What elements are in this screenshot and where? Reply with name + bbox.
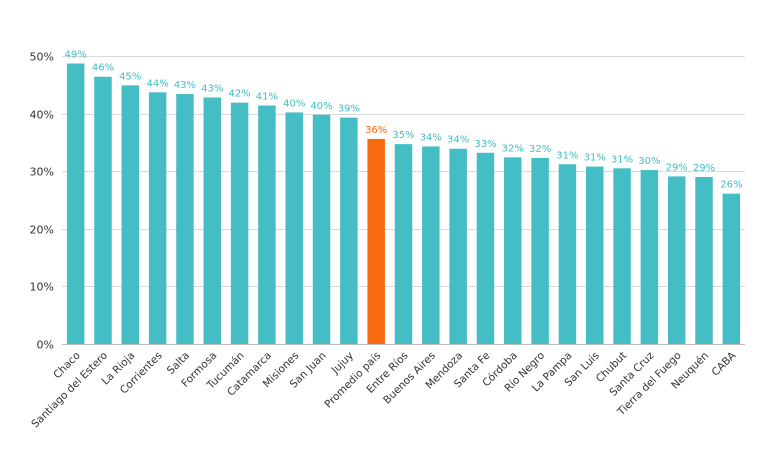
data-label-promedio-pais: 36% xyxy=(365,125,387,136)
bar-tucuman xyxy=(230,102,249,344)
bar-la-rioja xyxy=(121,85,140,344)
bar-caba xyxy=(722,193,741,344)
data-label-formosa: 43% xyxy=(201,83,223,94)
y-tick-label: 0% xyxy=(37,339,54,352)
bars xyxy=(66,63,741,345)
bar-tierra-del-fuego xyxy=(667,176,686,344)
data-label-chaco: 49% xyxy=(65,49,87,60)
x-tick-label-caba: CABA xyxy=(710,349,739,378)
data-label-catamarca: 41% xyxy=(256,92,278,103)
bar-chubut xyxy=(613,168,631,344)
data-label-jujuy: 39% xyxy=(338,104,360,115)
data-label-caba: 26% xyxy=(720,180,742,191)
bar-formosa xyxy=(203,97,221,344)
data-label-cordoba: 32% xyxy=(502,143,524,154)
data-label-buenos-aires: 34% xyxy=(420,132,442,143)
y-tick-label: 50% xyxy=(30,51,54,64)
data-label-tierra-del-fuego: 29% xyxy=(666,162,688,173)
bar-misiones xyxy=(285,112,303,344)
bar-catamarca xyxy=(258,105,276,344)
data-label-chubut: 31% xyxy=(611,154,633,165)
bar-corrientes xyxy=(148,92,167,344)
bar-neuquen xyxy=(695,176,713,344)
bar-cordoba xyxy=(504,157,522,344)
data-label-san-juan: 40% xyxy=(310,101,332,112)
y-tick-label: 40% xyxy=(30,109,54,122)
y-tick-label: 20% xyxy=(30,224,54,237)
bar-mendoza xyxy=(449,148,467,344)
data-label-rio-negro: 32% xyxy=(529,144,551,155)
data-label-santiago-del-estero: 46% xyxy=(92,63,114,74)
data-label-salta: 43% xyxy=(174,80,196,91)
data-labels: 49% 46% 45% 44% 43% 43% 42% 41% 40% 40% 39% 36% 35% 3… xyxy=(65,49,743,190)
data-label-mendoza: 34% xyxy=(447,135,469,146)
bar-entre-rios xyxy=(394,144,413,344)
bar-promedio-pais xyxy=(367,138,385,344)
y-tick-label: 30% xyxy=(30,166,54,179)
bar-santiago-del-estero xyxy=(94,76,112,345)
bar-la-pampa xyxy=(558,164,577,344)
bar-san-juan xyxy=(312,114,331,344)
bar-santa-cruz xyxy=(640,170,659,344)
data-label-corrientes: 44% xyxy=(147,78,169,89)
bar-santa-fe xyxy=(476,152,495,344)
data-label-la-rioja: 45% xyxy=(119,71,141,82)
data-label-la-pampa: 31% xyxy=(556,150,578,161)
bar-rio-negro xyxy=(531,157,549,344)
data-label-misiones: 40% xyxy=(283,98,305,109)
bar-jujuy xyxy=(340,117,358,344)
data-label-tucuman: 42% xyxy=(228,89,250,100)
y-axis-ticks: 0% 10% 20% 30% 40% 50% xyxy=(30,51,54,352)
bar-salta xyxy=(176,94,194,345)
data-label-santa-cruz: 30% xyxy=(638,156,660,167)
data-label-neuquen: 29% xyxy=(693,163,715,174)
y-tick-label: 10% xyxy=(30,281,54,294)
data-label-san-luis: 31% xyxy=(584,153,606,164)
data-label-santa-fe: 33% xyxy=(474,139,496,150)
bar-buenos-aires xyxy=(422,146,440,344)
bar-chaco xyxy=(66,63,85,345)
bar-san-luis xyxy=(586,166,604,344)
data-label-entre-rios: 35% xyxy=(392,130,414,141)
